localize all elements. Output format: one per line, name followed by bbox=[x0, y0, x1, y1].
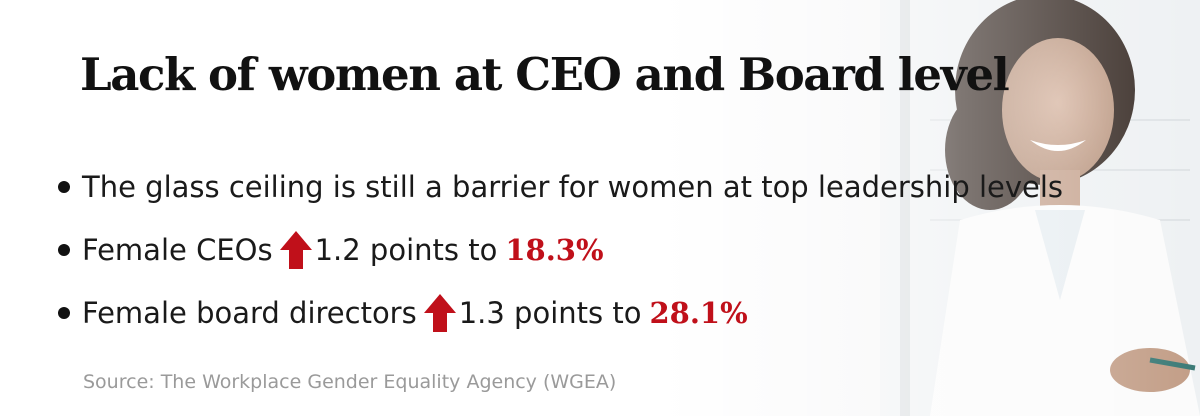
slide-title: Lack of women at CEO and Board level bbox=[80, 48, 1010, 101]
red-up-arrow-icon bbox=[279, 231, 312, 269]
bullet-label: Female CEOs bbox=[82, 233, 273, 267]
bullet-label: Female board directors bbox=[82, 296, 417, 330]
bullet-dot-icon bbox=[58, 181, 70, 193]
bullet-text: The glass ceiling is still a barrier for… bbox=[82, 170, 1064, 204]
bullet-dot-icon bbox=[58, 244, 70, 256]
bullet-value: 28.1% bbox=[649, 296, 748, 330]
bullet-change: 1.2 points to bbox=[314, 233, 498, 267]
bullet-item-female-board-directors: Female board directors 1.3 points to 28.… bbox=[58, 293, 748, 333]
bullet-change: 1.3 points to bbox=[458, 296, 642, 330]
bullet-dot-icon bbox=[58, 307, 70, 319]
red-up-arrow-icon bbox=[423, 294, 456, 332]
bullet-item-female-ceos: Female CEOs 1.2 points to 18.3% bbox=[58, 230, 604, 270]
source-note: Source: The Workplace Gender Equality Ag… bbox=[83, 371, 617, 393]
bullet-value: 18.3% bbox=[505, 233, 604, 267]
bullet-item: The glass ceiling is still a barrier for… bbox=[58, 170, 1063, 204]
